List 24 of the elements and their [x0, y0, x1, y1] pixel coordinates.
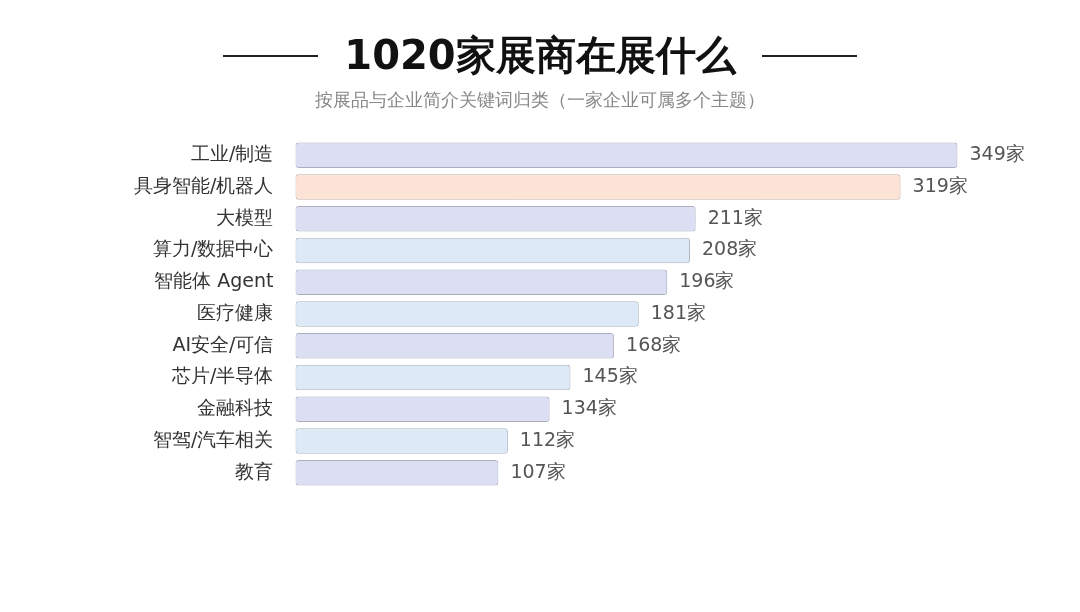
data-label: 107家: [510, 459, 566, 482]
y-tick-label: 具身智能/机器人: [134, 173, 274, 196]
chart-subtitle: 按展品与企业简介关键词归类（一家企业可属多个主题）: [314, 88, 766, 112]
y-tick-label: 智驾/汽车相关: [153, 427, 274, 450]
data-label: 181家: [650, 300, 707, 323]
data-label: 145家: [582, 364, 638, 387]
data-label: 319家: [912, 173, 968, 196]
y-tick-label: 智能体 Agent: [154, 269, 274, 292]
chart-title: 1020家展商在展什么: [344, 31, 736, 80]
data-label: 112家: [519, 427, 576, 450]
data-label: 349家: [969, 142, 1025, 165]
data-label: 211家: [707, 205, 763, 228]
y-tick-label: 芯片/半导体: [171, 364, 274, 387]
y-tick-label: 金融科技: [197, 396, 274, 419]
data-label: 168家: [626, 332, 682, 355]
data-label: 196家: [679, 269, 735, 292]
y-tick-label: 教育: [235, 459, 274, 482]
y-tick-label: 算力/数据中心: [153, 237, 274, 260]
y-tick-label: AI安全/可信: [172, 332, 274, 355]
y-tick-label: 大模型: [216, 205, 274, 228]
data-label: 134家: [561, 396, 617, 419]
y-tick-label: 医疗健康: [197, 300, 274, 323]
data-label: 208家: [701, 237, 758, 260]
y-tick-label: 工业/制造: [191, 142, 274, 165]
